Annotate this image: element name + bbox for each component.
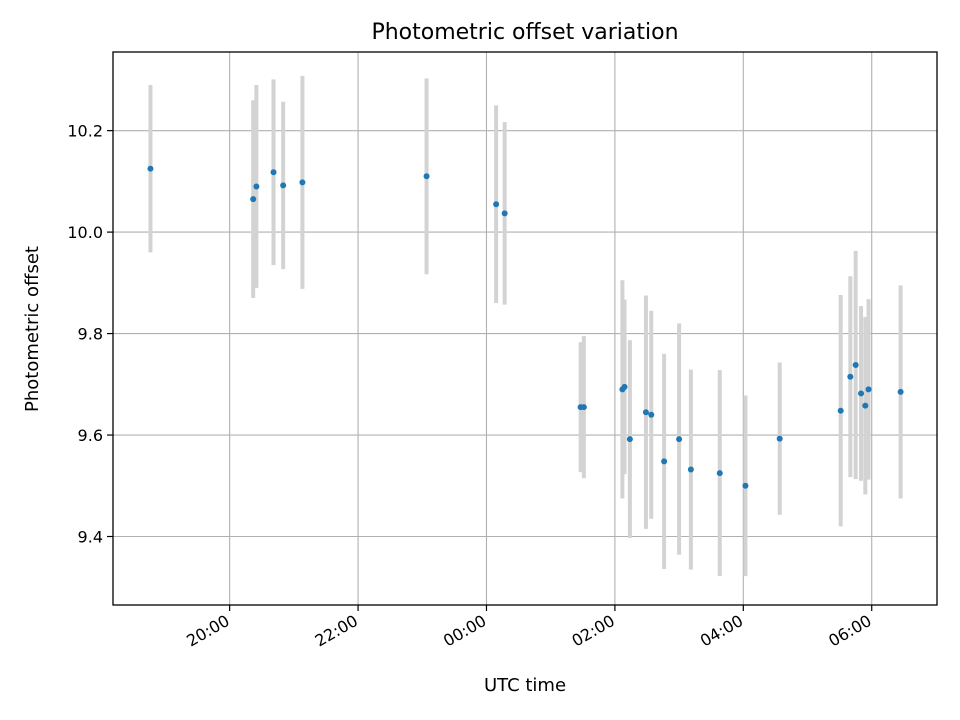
data-point xyxy=(897,388,904,395)
plot-frame xyxy=(112,51,938,606)
data-points xyxy=(147,165,904,489)
data-point xyxy=(837,407,844,414)
data-point xyxy=(862,402,869,409)
y-tick-label: 10.0 xyxy=(67,223,103,242)
data-point xyxy=(253,183,260,190)
data-point xyxy=(299,179,306,186)
y-tick-label: 9.6 xyxy=(78,426,103,445)
data-point xyxy=(847,373,854,380)
data-point xyxy=(250,196,257,203)
data-point xyxy=(621,383,628,390)
y-axis: 9.4 9.6 9.8 10.0 10.2 xyxy=(67,122,113,547)
y-tick-label: 9.4 xyxy=(78,528,103,547)
data-point xyxy=(642,409,649,416)
data-point xyxy=(716,470,723,477)
y-axis-label: Photometric offset xyxy=(22,246,43,412)
data-point xyxy=(580,404,587,411)
chart-title: Photometric offset variation xyxy=(371,20,678,45)
data-point xyxy=(676,436,683,443)
data-point xyxy=(501,210,508,217)
x-axis-label: UTC time xyxy=(484,675,566,696)
data-point xyxy=(648,411,655,418)
data-point xyxy=(852,362,859,369)
data-point xyxy=(687,466,694,473)
data-point xyxy=(270,169,277,176)
data-point xyxy=(493,201,500,208)
y-tick-label: 10.2 xyxy=(67,122,103,141)
data-point xyxy=(661,458,668,465)
data-point xyxy=(742,482,749,489)
data-point xyxy=(280,182,287,189)
data-point xyxy=(865,386,872,393)
data-point xyxy=(423,173,430,180)
data-point xyxy=(147,165,154,172)
grid xyxy=(113,52,937,605)
data-point xyxy=(626,436,633,443)
data-point xyxy=(776,435,783,442)
data-point xyxy=(858,390,865,397)
y-tick-label: 9.8 xyxy=(78,325,103,344)
